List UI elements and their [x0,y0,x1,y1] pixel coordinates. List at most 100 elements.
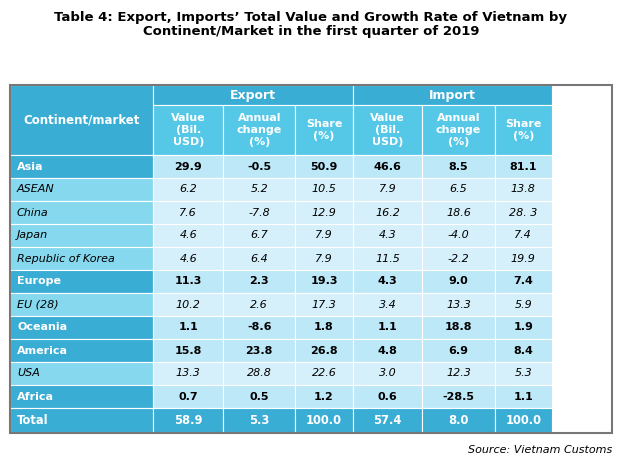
Bar [494,155,552,178]
Bar [153,85,353,105]
Text: 10.2: 10.2 [176,299,201,310]
Bar [153,105,223,155]
Text: 7.9: 7.9 [379,185,396,195]
Bar [223,247,295,270]
Bar [153,178,223,201]
Text: 4.6: 4.6 [179,253,197,264]
Bar [223,105,295,155]
Bar [494,224,552,247]
Text: -2.2: -2.2 [448,253,470,264]
Bar [223,270,295,293]
Bar [10,85,612,433]
Text: America: America [17,345,68,355]
Text: 0.7: 0.7 [179,392,198,401]
Text: 0.5: 0.5 [249,392,269,401]
Bar [353,408,422,433]
Text: 7.9: 7.9 [315,253,333,264]
Text: 11.5: 11.5 [375,253,400,264]
Bar [353,293,422,316]
Text: 5.9: 5.9 [514,299,532,310]
Text: 18.8: 18.8 [445,322,472,332]
Bar [494,270,552,293]
Text: 1.1: 1.1 [179,322,198,332]
Text: Africa: Africa [17,392,54,401]
Bar [223,178,295,201]
Text: 1.9: 1.9 [513,322,533,332]
Text: Asia: Asia [17,162,44,172]
Bar [494,201,552,224]
Bar [153,224,223,247]
Bar [223,362,295,385]
Text: 50.9: 50.9 [310,162,338,172]
Text: 3.4: 3.4 [379,299,396,310]
Bar [153,385,223,408]
Bar [353,105,422,155]
Bar [422,293,494,316]
Text: 8.0: 8.0 [448,414,469,427]
Text: 11.3: 11.3 [175,276,202,287]
Text: Continent/market: Continent/market [24,113,140,126]
Text: Share
(%): Share (%) [306,119,342,141]
Bar [153,316,223,339]
Text: Total: Total [17,414,49,427]
Bar [422,224,494,247]
Bar [422,247,494,270]
Text: 13.8: 13.8 [511,185,536,195]
Text: -8.6: -8.6 [247,322,271,332]
Bar [223,155,295,178]
Bar [295,316,353,339]
Text: 23.8: 23.8 [246,345,273,355]
Text: 17.3: 17.3 [312,299,337,310]
Bar [422,408,494,433]
Bar [353,201,422,224]
Bar [10,247,153,270]
Text: 16.2: 16.2 [375,207,400,218]
Bar [153,270,223,293]
Text: 100.0: 100.0 [306,414,342,427]
Bar [10,293,153,316]
Text: 8.4: 8.4 [513,345,533,355]
Text: 6.2: 6.2 [179,185,197,195]
Bar [494,362,552,385]
Text: 46.6: 46.6 [374,162,401,172]
Bar [494,105,552,155]
Bar [353,316,422,339]
Bar [353,385,422,408]
Bar [422,362,494,385]
Bar [153,247,223,270]
Text: 19.3: 19.3 [310,276,338,287]
Bar [353,178,422,201]
Text: 57.4: 57.4 [373,414,402,427]
Bar [223,385,295,408]
Text: 1.1: 1.1 [513,392,533,401]
Bar [10,316,153,339]
Text: 5.3: 5.3 [249,414,269,427]
Bar [10,155,153,178]
Bar [153,201,223,224]
Text: 12.3: 12.3 [446,368,471,378]
Bar [295,155,353,178]
Bar [10,339,153,362]
Text: Europe: Europe [17,276,61,287]
Bar [10,178,153,201]
Bar [353,362,422,385]
Text: Share
(%): Share (%) [505,119,541,141]
Text: Annual
change
(%): Annual change (%) [236,113,282,147]
Bar [223,293,295,316]
Bar [295,247,353,270]
Text: Continent/Market in the first quarter of 2019: Continent/Market in the first quarter of… [143,25,479,39]
Bar [295,385,353,408]
Bar [353,247,422,270]
Bar [295,224,353,247]
Text: Import: Import [429,88,476,102]
Bar [223,316,295,339]
Bar [353,270,422,293]
Text: 4.8: 4.8 [378,345,397,355]
Text: 4.3: 4.3 [378,276,397,287]
Bar [10,385,153,408]
Bar [422,270,494,293]
Text: 9.0: 9.0 [448,276,468,287]
Text: 8.5: 8.5 [448,162,468,172]
Text: -4.0: -4.0 [448,230,470,241]
Bar [353,85,552,105]
